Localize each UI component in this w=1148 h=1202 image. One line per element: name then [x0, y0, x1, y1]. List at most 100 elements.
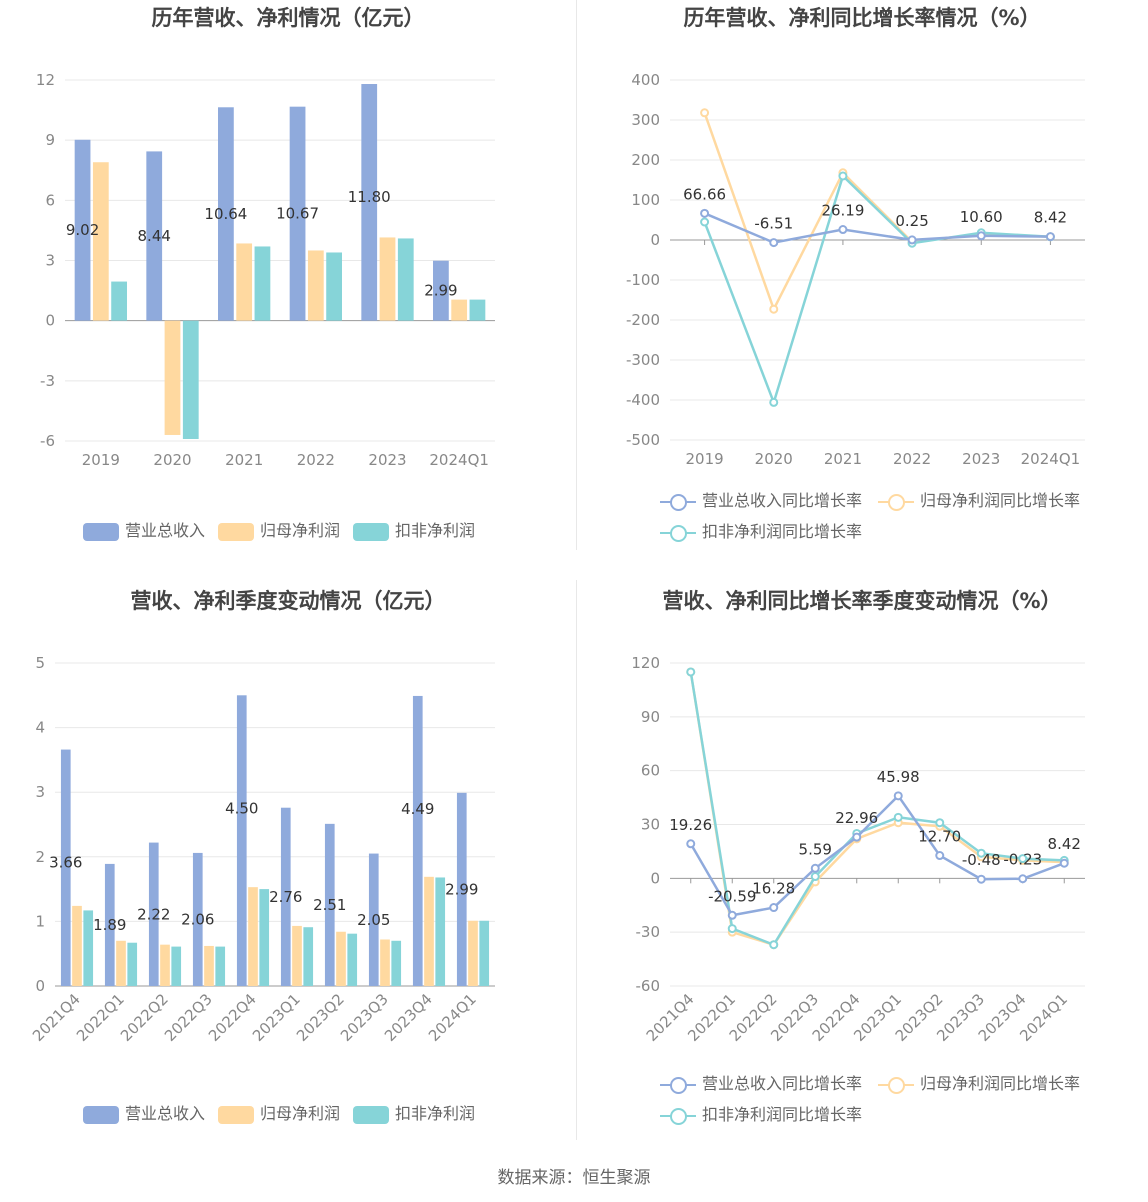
y-tick-label: -60	[636, 977, 661, 995]
deducted-profit-swatch-icon	[353, 522, 389, 541]
point-0-4	[976, 231, 986, 241]
y-tick-label: 0	[650, 869, 660, 887]
legend-label: 归母净利润同比增长率	[920, 1074, 1081, 1093]
bar-2-6	[347, 933, 358, 986]
data-label: 45.98	[877, 768, 920, 786]
data-source: 数据来源：恒生聚源	[497, 1168, 651, 1188]
bar-1-5	[292, 925, 302, 986]
legend-item-net-profit[interactable]: 归母净利润	[218, 1100, 340, 1124]
legend-item-net-profit-growth[interactable]: 归母净利润同比增长率	[878, 1070, 1080, 1094]
y-tick-label: -30	[636, 923, 661, 941]
legend-label: 扣非净利润	[395, 521, 476, 540]
point-2-1	[769, 397, 779, 407]
bar-2-5	[303, 927, 314, 986]
legend-quarterly-values: 营业总收入 归母净利润 扣非净利润	[0, 1100, 576, 1124]
legend-label: 归母净利润	[260, 1104, 341, 1123]
x-tick-label: 2023Q1	[249, 990, 304, 1045]
legend-quarterly-growth: 营业总收入同比增长率 归母净利润同比增长率 扣非净利润同比增长率	[576, 1070, 1148, 1130]
bar-1-9	[468, 920, 478, 986]
y-tick-label: -400	[626, 391, 660, 409]
bar-1-7	[380, 939, 390, 986]
data-label: 12.70	[918, 828, 961, 846]
legend-label: 营业总收入	[125, 1104, 206, 1123]
legend-label: 营业总收入同比增长率	[702, 491, 863, 510]
legend-label: 扣非净利润	[395, 1104, 476, 1123]
bar-0-8	[412, 695, 423, 986]
y-tick-label: 12	[36, 71, 55, 89]
chart-title: 历年营收、净利同比增长率情况（%）	[683, 6, 1041, 30]
bar-2-2	[254, 246, 271, 321]
legend-item-deducted-profit[interactable]: 扣非净利润	[353, 1100, 475, 1124]
annual-growth-chart: 400 300 200 100 0 -100 -200 -300 -400 -500 2019 202…	[626, 71, 1085, 468]
bar-2-8	[435, 877, 446, 986]
bar-1-1	[116, 940, 126, 986]
y-tick-label: 9	[45, 131, 55, 149]
bar-0-4	[361, 84, 378, 321]
bar-2-4	[259, 889, 270, 986]
data-label: -6.51	[754, 215, 793, 233]
data-label: 4.50	[225, 799, 258, 817]
data-label: -0.48	[962, 851, 1001, 869]
bar-1-3	[204, 945, 214, 986]
x-tick-label: 2023	[962, 450, 1000, 468]
net-profit-swatch-icon	[218, 1105, 254, 1124]
y-tick-label: 90	[641, 708, 660, 726]
point-0-2	[838, 225, 848, 235]
bar-1-6	[336, 931, 346, 986]
bar-0-5	[433, 260, 449, 321]
point-0-3	[907, 235, 917, 245]
bar-0-3	[289, 106, 306, 321]
annual-values-chart: 12 9 6 3 0 -3 -6 2019 2020 2021 2022 2023 2024Q1 9.02…	[36, 71, 495, 469]
data-label: 66.66	[683, 185, 726, 203]
x-tick-label: 2024Q1	[429, 451, 489, 469]
data-label: 9.02	[66, 221, 99, 239]
x-tick-label: 2022Q3	[161, 990, 216, 1045]
legend-item-net-profit-growth[interactable]: 归母净利润同比增长率	[878, 487, 1080, 511]
bar-1-4	[379, 237, 396, 321]
point-0-6	[935, 851, 945, 861]
bar-1-8	[424, 876, 434, 986]
legend-item-revenue[interactable]: 营业总收入	[83, 1100, 205, 1124]
bar-2-9	[479, 920, 490, 986]
legend-item-deducted-profit[interactable]: 扣非净利润	[353, 517, 475, 541]
point-2-2	[769, 940, 779, 950]
data-label: 2.76	[269, 888, 302, 906]
chart-title: 历年营收、净利情况（亿元）	[151, 6, 425, 30]
data-label: 8.42	[1048, 835, 1081, 853]
legend-label: 归母净利润	[260, 521, 341, 540]
x-tick-label: 2022Q1	[73, 990, 128, 1045]
y-tick-label: 60	[641, 762, 660, 780]
divider	[576, 580, 577, 1140]
legend-item-revenue[interactable]: 营业总收入	[83, 517, 205, 541]
data-label: 1.89	[93, 916, 126, 934]
point-0-5	[893, 791, 903, 801]
bar-2-5	[469, 299, 486, 321]
x-tick-label: 2024Q1	[1021, 450, 1081, 468]
data-label: 2.51	[313, 896, 346, 914]
data-label: 22.96	[835, 809, 878, 827]
point-0-1	[769, 238, 779, 248]
x-tick-label: 2019	[82, 451, 120, 469]
legend-item-deducted-growth[interactable]: 扣非净利润同比增长率	[660, 518, 862, 542]
point-0-2	[769, 903, 779, 913]
bar-0-1	[146, 151, 163, 321]
legend-item-revenue-growth[interactable]: 营业总收入同比增长率	[660, 487, 862, 511]
legend-item-net-profit[interactable]: 归母净利润	[218, 517, 340, 541]
y-tick-label: -100	[626, 271, 660, 289]
bar-0-5	[280, 807, 291, 986]
legend-item-deducted-growth[interactable]: 扣非净利润同比增长率	[660, 1101, 862, 1125]
data-label: 10.64	[204, 205, 247, 223]
x-tick-label: 2022Q2	[117, 990, 172, 1045]
y-tick-label: 3	[45, 252, 55, 270]
y-tick-label: 300	[631, 111, 660, 129]
bar-1-4	[248, 887, 258, 986]
legend-item-revenue-growth[interactable]: 营业总收入同比增长率	[660, 1070, 862, 1094]
bar-0-2	[218, 107, 234, 321]
y-tick-label: -300	[626, 351, 660, 369]
y-tick-label: 3	[35, 783, 45, 801]
point-1-0	[700, 108, 710, 118]
data-label: 10.60	[960, 208, 1003, 226]
divider	[576, 0, 577, 550]
data-label: -20.59	[708, 887, 756, 905]
bar-0-1	[104, 863, 115, 986]
